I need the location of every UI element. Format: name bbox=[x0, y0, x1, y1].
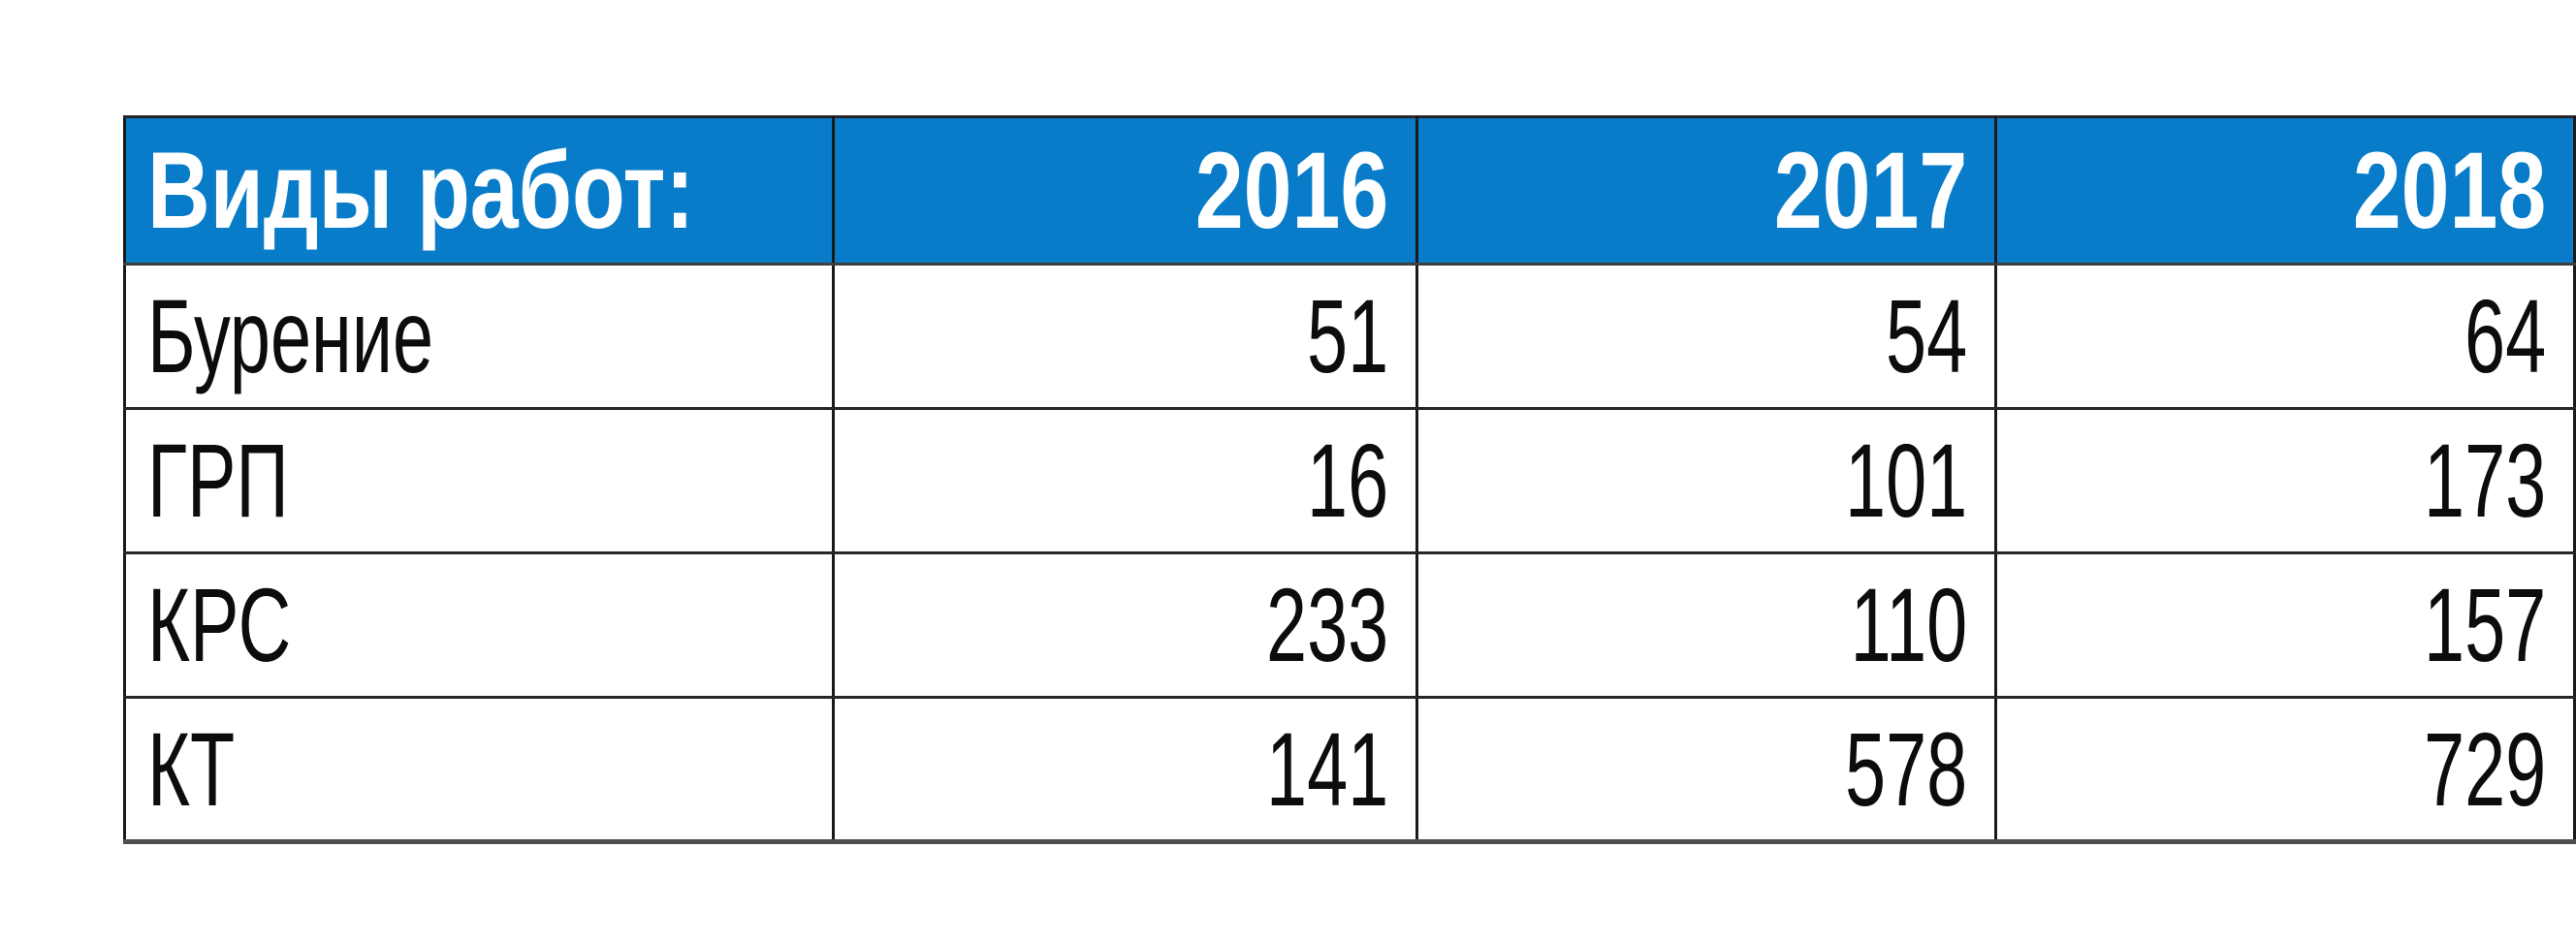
header-year-2018: 2018 bbox=[2352, 129, 2546, 251]
value-text: 141 bbox=[1265, 709, 1388, 828]
header-cell-work-types: Виды работ: bbox=[122, 115, 836, 266]
value-text: 54 bbox=[1886, 277, 1968, 394]
row-label-cell: Бурение bbox=[122, 264, 836, 410]
row-label-cell: ГРП bbox=[122, 408, 836, 554]
table-row: КРС 233 110 157 bbox=[122, 552, 2576, 699]
value-text: 16 bbox=[1306, 422, 1388, 539]
value-cell: 110 bbox=[1415, 552, 1998, 699]
table-row: ГРП 16 101 173 bbox=[122, 408, 2576, 554]
value-cell: 51 bbox=[832, 264, 1418, 410]
value-text: 110 bbox=[1850, 566, 1968, 683]
value-cell: 16 bbox=[832, 408, 1418, 554]
table-header: Виды работ: 2016 2017 2018 bbox=[122, 115, 2576, 266]
value-cell: 157 bbox=[1994, 552, 2576, 699]
value-text: 578 bbox=[1845, 709, 1968, 828]
row-label-cell: КРС bbox=[122, 552, 836, 699]
row-label: КРС bbox=[147, 566, 292, 683]
header-cell-2017: 2017 bbox=[1415, 115, 1998, 266]
value-text: 173 bbox=[2423, 422, 2546, 539]
row-label: ГРП bbox=[147, 422, 289, 539]
header-year-2017: 2017 bbox=[1774, 129, 1968, 251]
value-cell: 141 bbox=[832, 697, 1418, 844]
value-cell: 54 bbox=[1415, 264, 1998, 410]
header-row: Виды работ: 2016 2017 2018 bbox=[122, 115, 2576, 266]
value-text: 233 bbox=[1265, 566, 1388, 683]
row-label: Бурение bbox=[147, 277, 434, 394]
value-text: 64 bbox=[2464, 277, 2546, 394]
table-body: Бурение 51 54 64 ГРП 16 101 173 КРС 233 bbox=[122, 264, 2576, 844]
row-label-cell: КТ bbox=[122, 697, 836, 844]
value-cell: 173 bbox=[1994, 408, 2576, 554]
value-text: 101 bbox=[1845, 422, 1968, 539]
value-cell: 64 bbox=[1994, 264, 2576, 410]
work-types-table: Виды работ: 2016 2017 2018 Бурение 51 54 bbox=[122, 115, 2576, 844]
value-text: 157 bbox=[2423, 566, 2546, 683]
value-cell: 578 bbox=[1415, 697, 1998, 844]
value-cell: 101 bbox=[1415, 408, 1998, 554]
value-text: 51 bbox=[1306, 277, 1388, 394]
value-cell: 233 bbox=[832, 552, 1418, 699]
row-label: КТ bbox=[147, 709, 236, 828]
value-text: 729 bbox=[2423, 709, 2546, 828]
table-row: КТ 141 578 729 bbox=[122, 697, 2576, 844]
header-label: Виды работ: bbox=[147, 129, 695, 251]
header-year-2016: 2016 bbox=[1194, 129, 1388, 251]
header-cell-2016: 2016 bbox=[832, 115, 1418, 266]
value-cell: 729 bbox=[1994, 697, 2576, 844]
table-row: Бурение 51 54 64 bbox=[122, 264, 2576, 410]
header-cell-2018: 2018 bbox=[1994, 115, 2576, 266]
